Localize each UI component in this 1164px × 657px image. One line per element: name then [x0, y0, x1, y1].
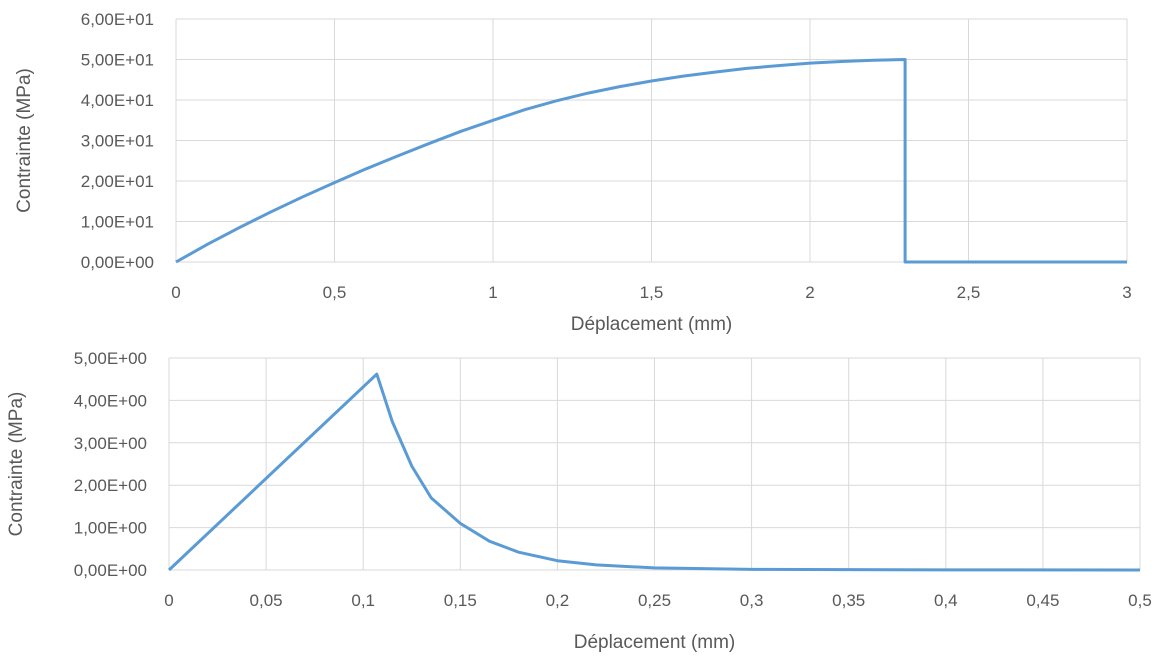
- chart-top-x-tick-label: 1,5: [640, 283, 664, 302]
- chart-top-gridlines: [175, 18, 1128, 263]
- chart-bottom-x-tick-label: 0: [164, 591, 173, 610]
- chart-bottom-series-line: [167, 372, 1141, 572]
- chart-bottom-x-tick-label: 0,5: [1128, 591, 1152, 610]
- chart-top-y-tick-label: 2,00E+01: [81, 172, 154, 191]
- chart-bottom-x-tick-label: 0,4: [934, 591, 958, 610]
- chart-bottom-y-tick-label: 3,00E+00: [74, 434, 147, 453]
- chart-top-y-tick-label: 6,00E+01: [81, 10, 154, 29]
- chart-top-x-tick-label: 3: [1122, 283, 1131, 302]
- chart-bottom-gridlines: [168, 357, 1141, 571]
- chart-top-x-tick-label: 1: [488, 283, 497, 302]
- chart-top-svg: 0,00E+00 1,00E+01 2,00E+01 3,00E+01 4,00E+01…: [14, 10, 1132, 335]
- chart-top-x-tick-label: 0: [171, 283, 180, 302]
- chart-bottom-x-axis-title: Déplacement (mm): [574, 632, 736, 653]
- chart-bottom-x-tick-label: 0,2: [546, 591, 570, 610]
- chart-top-x-tick-label: 0,5: [323, 283, 347, 302]
- chart-bottom-x-tick-label: 0,1: [351, 591, 375, 610]
- chart-bottom-y-tick-label: 2,00E+00: [74, 476, 147, 495]
- chart-bottom-x-tick-label: 0,05: [250, 591, 283, 610]
- chart-top-y-tick-label: 3,00E+01: [81, 132, 154, 151]
- chart-top-x-tick-label: 2: [805, 283, 814, 302]
- chart-bottom-x-tick-label: 0,3: [740, 591, 764, 610]
- chart-top-series-line: [175, 58, 1127, 264]
- chart-bottom-y-tick-label: 5,00E+00: [74, 349, 147, 368]
- chart-top-y-tick-label: 1,00E+01: [81, 213, 154, 232]
- chart-top-y-tick-label: 0,00E+00: [81, 253, 154, 272]
- chart-bottom-x-tick-label: 0,45: [1026, 591, 1059, 610]
- chart-bottom-y-tick-label: 0,00E+00: [74, 561, 147, 580]
- chart-top-y-tick-label: 4,00E+01: [81, 91, 154, 110]
- chart-bottom-y-axis-title: Contrainte (MPa): [6, 392, 27, 537]
- chart-bottom-svg: 0,00E+00 1,00E+00 2,00E+00 3,00E+00 4,00E+00…: [6, 349, 1152, 653]
- chart-bottom: 0,00E+00 1,00E+00 2,00E+00 3,00E+00 4,00E+00…: [0, 340, 1164, 657]
- chart-bottom-y-tick-label: 1,00E+00: [74, 519, 147, 538]
- chart-top-x-axis-title: Déplacement (mm): [571, 314, 733, 335]
- chart-bottom-x-tick-label: 0,15: [444, 591, 477, 610]
- chart-bottom-x-tick-label: 0,25: [638, 591, 671, 610]
- chart-bottom-x-tick-label: 0,35: [832, 591, 865, 610]
- chart-top-x-tick-label: 2,5: [957, 283, 981, 302]
- chart-top-y-tick-label: 5,00E+01: [81, 51, 154, 70]
- chart-top-y-axis-title: Contrainte (MPa): [14, 68, 35, 213]
- chart-top: 0,00E+00 1,00E+01 2,00E+01 3,00E+01 4,00E+01…: [14, 10, 1132, 335]
- chart-bottom-y-tick-label: 4,00E+00: [74, 391, 147, 410]
